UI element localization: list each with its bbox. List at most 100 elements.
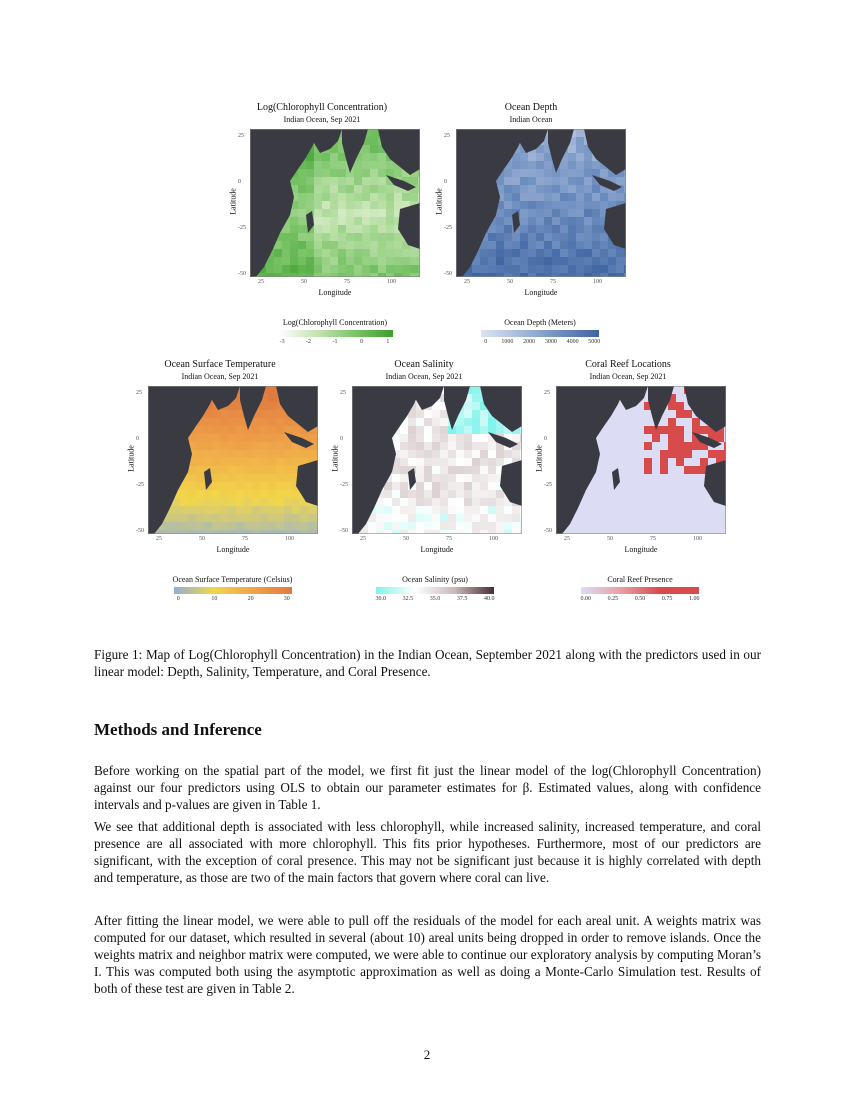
ocean-cell bbox=[432, 482, 440, 490]
ocean-cell bbox=[504, 498, 512, 506]
ocean-cell bbox=[612, 490, 620, 498]
ocean-cell bbox=[298, 185, 306, 193]
ocean-cell bbox=[456, 490, 464, 498]
ocean-cell bbox=[300, 498, 308, 506]
ocean-cell bbox=[180, 522, 188, 530]
ocean-cell bbox=[274, 249, 282, 257]
ocean-cell bbox=[676, 466, 684, 474]
x-tick-label: 50 bbox=[199, 536, 205, 542]
ocean-cell bbox=[676, 434, 684, 442]
ocean-cell bbox=[314, 225, 322, 233]
ocean-cell bbox=[408, 506, 416, 514]
ocean-cell bbox=[464, 506, 472, 514]
ocean-cell bbox=[692, 418, 700, 426]
ocean-cell bbox=[424, 410, 432, 418]
legend-title: Coral Reef Presence bbox=[607, 575, 673, 584]
ocean-cell bbox=[384, 506, 392, 514]
ocean-cell bbox=[624, 257, 626, 265]
ocean-cell bbox=[464, 273, 472, 277]
ocean-cell bbox=[386, 273, 394, 277]
ocean-cell bbox=[408, 418, 416, 426]
ocean-cell bbox=[544, 265, 552, 273]
ocean-cell bbox=[338, 273, 346, 277]
land-mass bbox=[592, 175, 622, 191]
ocean-cell bbox=[576, 225, 584, 233]
ocean-cell bbox=[392, 474, 400, 482]
land-mass bbox=[352, 386, 422, 534]
ocean-cell bbox=[392, 522, 400, 530]
ocean-cell bbox=[402, 265, 410, 273]
ocean-cell bbox=[378, 257, 386, 265]
ocean-cell bbox=[636, 514, 644, 522]
ocean-cell bbox=[308, 530, 316, 534]
x-tick-label: 75 bbox=[650, 536, 656, 542]
ocean-cell bbox=[716, 506, 724, 514]
ocean-cell bbox=[244, 530, 252, 534]
ocean-cell bbox=[520, 434, 522, 442]
ocean-cell bbox=[376, 498, 384, 506]
land-mass bbox=[692, 432, 722, 448]
ocean-cell bbox=[394, 201, 402, 209]
ocean-cell bbox=[528, 209, 536, 217]
ocean-cell bbox=[394, 257, 402, 265]
ocean-cell bbox=[668, 458, 676, 466]
land-mass bbox=[408, 468, 416, 490]
section-heading: Methods and Inference bbox=[94, 720, 262, 739]
ocean-cell bbox=[708, 522, 716, 530]
ocean-cell bbox=[292, 506, 300, 514]
ocean-cell bbox=[644, 426, 652, 434]
land-mass bbox=[480, 386, 522, 432]
ocean-cell bbox=[204, 498, 212, 506]
map-title: Ocean Surface Temperature bbox=[164, 359, 276, 370]
ocean-cell bbox=[384, 530, 392, 534]
x-axis-label: Longitude bbox=[524, 288, 558, 297]
ocean-cell bbox=[584, 233, 592, 241]
map-panel-chlorophyll: Log(Chlorophyll Concentration) Indian Oce… bbox=[222, 102, 422, 308]
ocean-cell bbox=[592, 249, 600, 257]
ocean-cell bbox=[504, 161, 512, 169]
ocean-cell bbox=[472, 265, 480, 273]
ocean-cell bbox=[284, 418, 292, 426]
ocean-cell bbox=[228, 450, 236, 458]
ocean-cell bbox=[314, 249, 322, 257]
ocean-cell bbox=[228, 426, 236, 434]
ocean-cell bbox=[716, 530, 724, 534]
land-mass bbox=[500, 460, 522, 506]
ocean-cell bbox=[480, 418, 488, 426]
ocean-cell bbox=[418, 193, 420, 201]
ocean-cell bbox=[488, 418, 496, 426]
ocean-cell bbox=[604, 426, 612, 434]
ocean-cell bbox=[692, 474, 700, 482]
ocean-cell bbox=[418, 273, 420, 277]
ocean-cell bbox=[236, 410, 244, 418]
ocean-cell bbox=[402, 249, 410, 257]
ocean-cell bbox=[268, 530, 276, 534]
ocean-cell bbox=[228, 522, 236, 530]
ocean-cell bbox=[212, 482, 220, 490]
ocean-cell bbox=[212, 410, 220, 418]
ocean-cell bbox=[306, 265, 314, 273]
ocean-cell bbox=[252, 506, 260, 514]
ocean-cell bbox=[560, 201, 568, 209]
ocean-cell bbox=[644, 466, 652, 474]
ocean-cell bbox=[512, 249, 520, 257]
legend-tick-label: 1.00 bbox=[689, 596, 700, 602]
ocean-cell bbox=[410, 169, 418, 177]
ocean-cell bbox=[568, 153, 576, 161]
ocean-cell bbox=[284, 442, 292, 450]
ocean-cell bbox=[576, 209, 584, 217]
ocean-cell bbox=[346, 233, 354, 241]
ocean-cell bbox=[220, 506, 228, 514]
ocean-cell bbox=[354, 217, 362, 225]
ocean-cell bbox=[316, 530, 318, 534]
legend-tick-label: 0.75 bbox=[661, 596, 673, 602]
ocean-cell bbox=[252, 490, 260, 498]
ocean-cell bbox=[676, 458, 684, 466]
ocean-cell bbox=[252, 434, 260, 442]
ocean-cell bbox=[220, 426, 228, 434]
ocean-cell bbox=[480, 530, 488, 534]
ocean-cell bbox=[628, 482, 636, 490]
legend-title: Ocean Salinity (psu) bbox=[402, 575, 468, 584]
legend-color-bar bbox=[481, 330, 599, 337]
ocean-cell bbox=[236, 506, 244, 514]
